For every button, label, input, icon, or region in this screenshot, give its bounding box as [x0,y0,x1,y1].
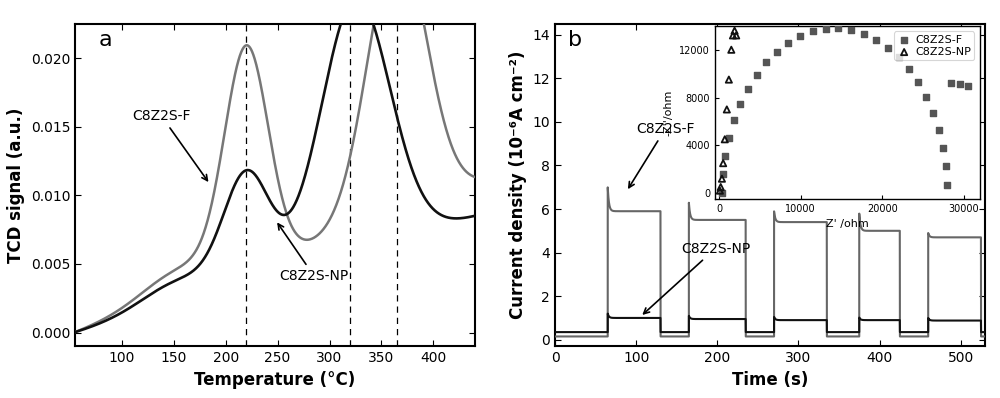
C8Z2S-F [939,181,955,188]
Y-axis label: Current density (10⁻⁶A cm⁻²): Current density (10⁻⁶A cm⁻²) [509,51,527,319]
X-axis label: Time (s): Time (s) [732,371,808,389]
Y-axis label: TCD signal (a.u.): TCD signal (a.u.) [7,107,25,263]
C8Z2S-F [830,25,846,31]
C8Z2S-F [938,163,954,169]
C8Z2S-NP [712,187,728,194]
Y-axis label: -Z''/ohm: -Z''/ohm [664,89,674,136]
C8Z2S-F [714,190,730,196]
C8Z2S-F [715,171,731,178]
Legend: C8Z2S-F, C8Z2S-NP: C8Z2S-F, C8Z2S-NP [894,31,974,60]
C8Z2S-NP [713,184,729,190]
C8Z2S-F [749,72,765,78]
C8Z2S-NP [723,47,739,53]
C8Z2S-F [891,54,907,60]
Text: a: a [99,30,113,51]
C8Z2S-NP [728,32,744,39]
C8Z2S-F [918,94,934,100]
C8Z2S-NP [717,136,733,142]
C8Z2S-F [880,45,896,51]
Text: C8Z2S-NP: C8Z2S-NP [644,242,750,314]
C8Z2S-F [721,135,737,141]
C8Z2S-F [931,127,947,133]
C8Z2S-F [769,49,785,55]
C8Z2S-NP [714,176,730,182]
C8Z2S-NP [715,160,731,166]
C8Z2S-F [805,28,821,35]
X-axis label: Temperature (°C): Temperature (°C) [194,371,356,389]
Text: C8Z2S-F: C8Z2S-F [629,122,695,188]
C8Z2S-F [726,117,742,123]
C8Z2S-NP [727,27,743,34]
C8Z2S-F [868,37,884,43]
C8Z2S-F [935,144,951,151]
C8Z2S-F [732,101,748,107]
C8Z2S-F [717,152,733,159]
Text: C8Z2S-F: C8Z2S-F [132,109,207,181]
C8Z2S-NP [725,32,741,39]
C8Z2S-F [943,80,959,86]
Text: C8Z2S-NP: C8Z2S-NP [278,224,349,283]
C8Z2S-F [843,27,859,33]
C8Z2S-F [910,79,926,86]
X-axis label: Z' /ohm: Z' /ohm [826,219,869,229]
C8Z2S-F [856,31,872,37]
C8Z2S-F [758,59,774,66]
C8Z2S-NP [721,76,737,83]
Text: b: b [568,30,582,51]
C8Z2S-F [818,25,834,32]
C8Z2S-F [792,33,808,39]
C8Z2S-F [952,81,968,88]
C8Z2S-NP [719,106,735,113]
C8Z2S-F [925,110,941,116]
C8Z2S-F [740,85,756,92]
C8Z2S-F [960,82,976,89]
C8Z2S-F [780,40,796,46]
C8Z2S-F [901,66,917,72]
